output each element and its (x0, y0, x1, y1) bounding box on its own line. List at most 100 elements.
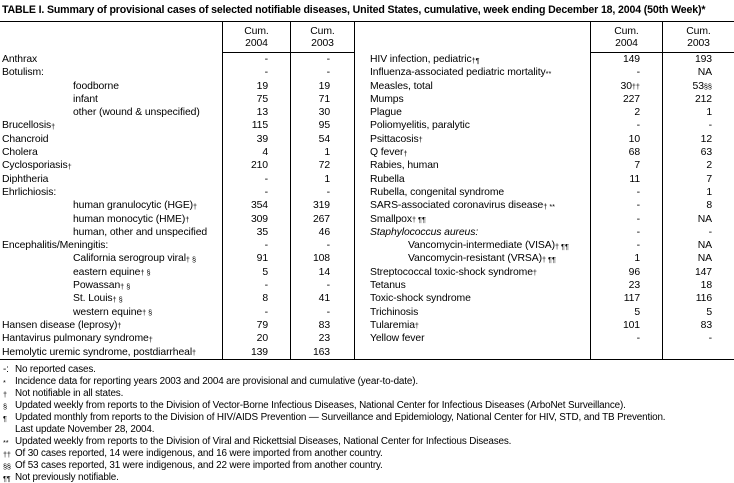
case-count: 309 (222, 212, 290, 226)
disease-label: Powassan (73, 280, 121, 292)
disease-name: Streptococcal toxic-shock syndrome† (355, 266, 590, 279)
footnote-marker: † § (185, 254, 197, 264)
disease-label: other (wound & unspecified) (73, 107, 200, 119)
footnote-text: Last update November 28, 2004. (15, 423, 155, 435)
case-count: 23 (290, 332, 355, 346)
footnote-marker: †† (631, 82, 640, 92)
disease-name: Psittacosis† (355, 133, 590, 146)
case-count: 19 (222, 79, 290, 93)
case-count: 1 (662, 106, 734, 120)
disease-name: Encephalitis/Meningitis: (0, 239, 222, 252)
disease-name: California serogroup viral† § (0, 252, 222, 265)
column-header-line1: Cum. (310, 26, 335, 37)
case-count: 139 (222, 345, 290, 359)
column-header-left-cum-2003: Cum. 2003 (290, 22, 355, 53)
disease-label: Influenza-associated pediatric mortality (370, 67, 546, 79)
case-count: 75 (222, 92, 290, 107)
disease-name: Hemolytic uremic syndrome, postdiarrheal… (0, 346, 222, 359)
footnote-marker: † § (142, 308, 153, 318)
case-count: - (222, 239, 290, 253)
case-count: 1 (290, 172, 355, 186)
notifiable-diseases-table: Cum. 2004 Cum. 2003 Cum. 2004 Cum. 2003 … (0, 21, 734, 360)
case-count: 117 (590, 292, 662, 306)
disease-label: St. Louis (73, 293, 113, 305)
disease-label: Hansen disease (leprosy) (2, 319, 118, 331)
disease-name: Ehrlichiosis: (0, 186, 222, 199)
disease-label: Rubella, congenital syndrome (370, 186, 505, 198)
disease-label: Cyclosporiasis (2, 160, 68, 172)
case-count: 108 (290, 252, 355, 266)
case-count: NA (662, 239, 734, 253)
disease-name: Q fever† (355, 146, 590, 159)
case-count: 212 (662, 92, 734, 107)
case-count: - (590, 212, 662, 226)
case-count: 72 (290, 159, 355, 173)
case-count: - (222, 279, 290, 293)
case-count: 210 (222, 159, 290, 173)
footnote-marker: † (117, 321, 122, 331)
footnote-marker: † (192, 348, 197, 358)
case-count: 8 (662, 199, 734, 213)
case-count: 83 (290, 318, 355, 333)
disease-name: Measles, total (355, 80, 590, 93)
disease-label: Plague (370, 107, 402, 119)
case-count: 30†† (590, 79, 662, 93)
disease-label: Poliomyelitis, paralytic (370, 120, 470, 132)
case-count: 12 (662, 132, 734, 147)
case-count (662, 345, 734, 359)
case-count: 95 (290, 119, 355, 133)
case-count: 163 (290, 345, 355, 359)
case-count: 71 (290, 92, 355, 107)
footnote: ** Updated weekly from reports to the Div… (3, 436, 734, 448)
disease-label: Rubella (370, 173, 405, 185)
footnotes-section: -: No reported cases. * Incidence data for … (0, 360, 734, 483)
case-count: - (290, 279, 355, 293)
disease-name: Tetanus (355, 279, 590, 292)
footnote: -: No reported cases. (3, 364, 734, 376)
case-count: 54 (290, 132, 355, 147)
disease-name: Chancroid (0, 133, 222, 146)
disease-label: Encephalitis/Meningitis: (2, 240, 109, 252)
case-count: 63 (662, 146, 734, 160)
disease-label: Hemolytic uremic syndrome, postdiarrheal (2, 346, 193, 358)
case-count: - (590, 239, 662, 253)
footnote-text: Incidence data for reporting years 2003 … (15, 375, 418, 387)
disease-label: Vancomycin-intermediate (VISA) (408, 240, 555, 252)
case-count: 96 (590, 265, 662, 280)
footnote-marker: † (67, 161, 72, 171)
footnote-marker: † (3, 389, 7, 399)
footnote-marker: † (185, 215, 190, 225)
disease-label: human, other and unspecified (73, 226, 208, 238)
case-count: 1 (290, 146, 355, 160)
disease-name: Hantavirus pulmonary syndrome† (0, 332, 222, 345)
case-count: NA (662, 212, 734, 226)
footnote-marker: †¶ (471, 55, 480, 65)
case-count: 5 (662, 305, 734, 319)
footnote-marker: † ¶¶ (541, 254, 556, 264)
case-count: 20 (222, 332, 290, 346)
disease-label: Staphylococcus aureus: (370, 226, 479, 238)
case-count: 8 (222, 292, 290, 306)
footnote: § Updated weekly from reports to the Divi… (3, 400, 734, 412)
disease-name: western equine† § (0, 306, 222, 319)
disease-label: infant (73, 93, 98, 105)
disease-name: Hansen disease (leprosy)† (0, 319, 222, 332)
disease-name: Anthrax (0, 53, 222, 66)
disease-name: Trichinosis (355, 306, 590, 319)
case-count: 30 (290, 106, 355, 120)
disease-name: Botulism: (0, 66, 222, 79)
footnote-marker: † (51, 121, 56, 131)
case-count: 5 (590, 305, 662, 319)
disease-label: Trichinosis (370, 306, 419, 318)
footnote: §§ Of 53 cases reported, 31 were indigeno… (3, 460, 734, 472)
case-count: 2 (590, 106, 662, 120)
disease-label: western equine (73, 306, 143, 318)
case-count: - (590, 199, 662, 213)
case-count: 147 (662, 265, 734, 280)
footnote-text: Of 30 cases reported, 14 were indigenous… (15, 447, 383, 459)
case-count: 14 (290, 265, 355, 280)
disease-name: eastern equine† § (0, 266, 222, 279)
disease-name: Diphtheria (0, 173, 222, 186)
case-count: 91 (222, 252, 290, 266)
case-count: 10 (590, 132, 662, 147)
